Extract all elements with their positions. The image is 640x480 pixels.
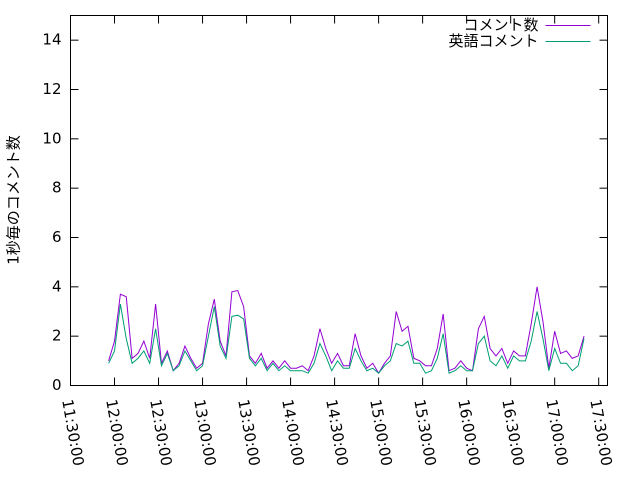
series-line	[108, 304, 585, 374]
x-tick-label: 13:30:00	[234, 398, 263, 467]
y-tick-label: 10	[42, 129, 61, 147]
y-tick-label: 6	[52, 228, 62, 246]
x-tick-label: 11:30:00	[58, 398, 87, 467]
x-tick-label: 15:30:00	[410, 398, 439, 467]
y-tick-label: 0	[52, 376, 62, 394]
y-tick-label: 8	[52, 179, 62, 197]
y-tick-label: 12	[42, 80, 61, 98]
x-tick-label: 16:30:00	[498, 398, 527, 467]
x-tick-label: 17:30:00	[586, 398, 615, 467]
x-tick-label: 13:00:00	[190, 398, 219, 467]
x-tick-label: 17:00:00	[542, 398, 571, 467]
plot-frame	[70, 15, 608, 386]
y-axis-label: 1秒毎のコメント数	[5, 135, 23, 265]
x-tick-label: 12:00:00	[102, 398, 131, 467]
x-tick-label: 15:00:00	[366, 398, 395, 467]
x-tick-label: 16:00:00	[454, 398, 483, 467]
legend-label: 英語コメント	[448, 32, 538, 50]
legend-label: コメント数	[463, 16, 538, 34]
y-tick-label: 4	[52, 277, 62, 295]
x-tick-label: 14:30:00	[322, 398, 351, 467]
series-line	[108, 286, 585, 375]
x-tick-label: 14:00:00	[278, 398, 307, 467]
y-tick-label: 14	[42, 31, 61, 49]
x-tick-label: 12:30:00	[146, 398, 175, 467]
y-tick-label: 2	[52, 327, 62, 345]
